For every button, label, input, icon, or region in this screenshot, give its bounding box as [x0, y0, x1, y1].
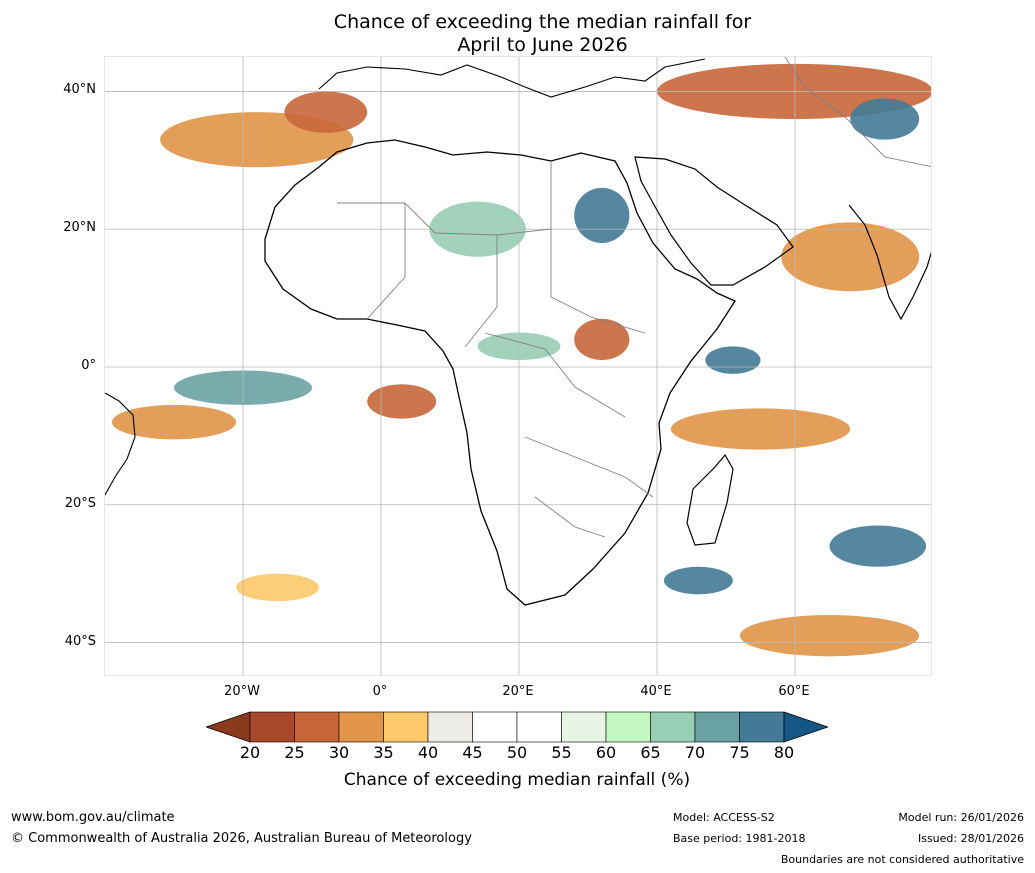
colorbar-tick: 50 [506, 743, 528, 762]
colorbar-segment [294, 711, 340, 743]
lon-label: 40°E [640, 684, 672, 699]
europe-coastline [318, 58, 706, 98]
colorbar-tick: 55 [551, 743, 572, 762]
footer-disclaimer: Boundaries are not considered authoritat… [780, 853, 1024, 866]
lon-label: 60°E [778, 684, 810, 699]
anomaly-region-15 [663, 566, 733, 595]
map-title-line2: April to June 2026 [457, 34, 628, 56]
lon-label: 0° [372, 684, 388, 699]
colorbar-tick: 60 [595, 743, 617, 762]
colorbar-segment [739, 711, 785, 743]
anomaly-region-1 [284, 91, 368, 133]
colorbar-tick: 35 [373, 743, 394, 762]
lat-label: 40°S [64, 633, 96, 649]
south-america-coastline [105, 392, 136, 496]
colorbar-segment [249, 711, 295, 743]
rainfall-anomaly-layer [111, 63, 931, 657]
anomaly-region-9 [236, 573, 319, 602]
footer-issued: Issued: 28/01/2026 [917, 832, 1024, 845]
anomaly-region-14 [829, 525, 927, 567]
madagascar-coastline [686, 453, 734, 546]
lat-label: 40°N [63, 82, 96, 98]
lat-label: 0° [81, 358, 96, 373]
colorbar-tick: 25 [284, 743, 305, 762]
lon-label: 20°W [224, 684, 260, 699]
anomaly-region-10 [574, 187, 630, 243]
graticule [105, 57, 931, 675]
colorbar-tick: 80 [773, 743, 795, 762]
colorbar-segment [605, 711, 651, 743]
anomaly-region-8 [739, 615, 920, 657]
anomaly-region-7 [111, 404, 237, 440]
colorbar-segment [516, 711, 562, 743]
colorbar-label: Chance of exceeding median rainfall (%) [343, 770, 691, 790]
colorbar-high-extend [783, 711, 828, 743]
colorbar-segment [650, 711, 696, 743]
country-borders [337, 57, 931, 538]
colorbar-segment [338, 711, 384, 743]
colorbar-tick: 30 [328, 743, 350, 762]
colorbar-tick: 45 [462, 743, 483, 762]
anomaly-region-3 [781, 222, 920, 292]
colorbar-low-extend [206, 711, 251, 743]
colorbar-tick: 75 [729, 743, 750, 762]
colorbar-tick: 70 [684, 743, 706, 762]
colorbar-tick: 20 [239, 743, 261, 762]
anomaly-region-4 [574, 318, 630, 361]
footer-model-run: Model run: 26/01/2026 [898, 811, 1024, 824]
map-title-line1: Chance of exceeding the median rainfall … [333, 11, 752, 33]
colorbar-segment [383, 711, 429, 743]
colorbar-segment [472, 711, 518, 743]
map-panel [104, 56, 932, 676]
india-coastline [848, 204, 931, 321]
colorbar-tick: 65 [640, 743, 661, 762]
arabian-peninsula-coastline [634, 156, 794, 286]
colorbar-tick: 40 [417, 743, 439, 762]
lon-label: 20°E [502, 684, 534, 699]
anomaly-region-12 [850, 98, 920, 140]
footer-copyright: © Commonwealth of Australia 2026, Austra… [11, 831, 472, 846]
anomaly-region-6 [670, 408, 851, 450]
lat-label: 20°N [63, 220, 96, 236]
rainfall-map [105, 57, 931, 675]
colorbar [206, 711, 828, 743]
colorbar-segment [694, 711, 740, 743]
footer-url: www.bom.gov.au/climate [11, 810, 175, 825]
colorbar-segment [427, 711, 473, 743]
lat-label: 20°S [64, 495, 96, 511]
footer-base-period: Base period: 1981-2018 [673, 832, 806, 845]
anomaly-region-11 [705, 346, 761, 374]
anomaly-region-5 [367, 384, 437, 419]
colorbar-segment [561, 711, 607, 743]
footer-model: Model: ACCESS-S2 [673, 811, 775, 824]
colorbar-segments [206, 711, 828, 743]
